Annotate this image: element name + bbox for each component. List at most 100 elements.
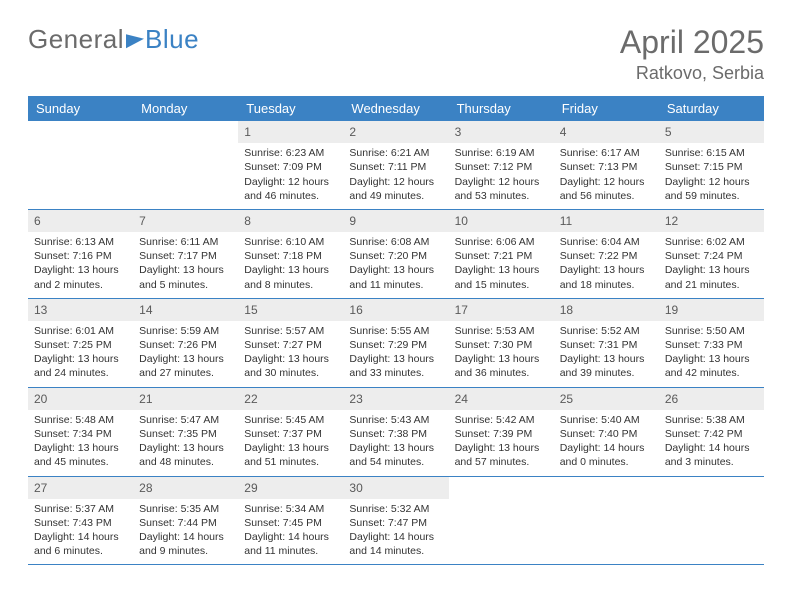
sunset-text: Sunset: 7:42 PM	[665, 427, 758, 441]
sunset-text: Sunset: 7:20 PM	[349, 249, 442, 263]
sunset-text: Sunset: 7:40 PM	[560, 427, 653, 441]
sunset-text: Sunset: 7:47 PM	[349, 516, 442, 530]
sunrise-text: Sunrise: 5:55 AM	[349, 324, 442, 338]
sunrise-text: Sunrise: 6:06 AM	[455, 235, 548, 249]
day-body: Sunrise: 6:21 AMSunset: 7:11 PMDaylight:…	[343, 143, 448, 209]
daylight-text: Daylight: 13 hours and 33 minutes.	[349, 352, 442, 380]
sunrise-text: Sunrise: 6:01 AM	[34, 324, 127, 338]
day-number: 17	[449, 299, 554, 321]
calendar-day: 8Sunrise: 6:10 AMSunset: 7:18 PMDaylight…	[238, 210, 343, 298]
sunset-text: Sunset: 7:31 PM	[560, 338, 653, 352]
daylight-text: Daylight: 13 hours and 24 minutes.	[34, 352, 127, 380]
day-number: 23	[343, 388, 448, 410]
day-body: Sunrise: 5:32 AMSunset: 7:47 PMDaylight:…	[343, 499, 448, 565]
sunrise-text: Sunrise: 6:08 AM	[349, 235, 442, 249]
day-number: 2	[343, 121, 448, 143]
day-number: 22	[238, 388, 343, 410]
day-body: Sunrise: 5:37 AMSunset: 7:43 PMDaylight:…	[28, 499, 133, 565]
calendar-day: 11Sunrise: 6:04 AMSunset: 7:22 PMDayligh…	[554, 210, 659, 298]
calendar-week: 20Sunrise: 5:48 AMSunset: 7:34 PMDayligh…	[28, 388, 764, 477]
sunrise-text: Sunrise: 5:45 AM	[244, 413, 337, 427]
sunset-text: Sunset: 7:29 PM	[349, 338, 442, 352]
weekday-header: Tuesday	[238, 96, 343, 121]
sunrise-text: Sunrise: 6:13 AM	[34, 235, 127, 249]
weekday-header: Thursday	[449, 96, 554, 121]
day-body: Sunrise: 5:55 AMSunset: 7:29 PMDaylight:…	[343, 321, 448, 387]
daylight-text: Daylight: 14 hours and 0 minutes.	[560, 441, 653, 469]
sunset-text: Sunset: 7:13 PM	[560, 160, 653, 174]
day-number: 4	[554, 121, 659, 143]
calendar-day: 10Sunrise: 6:06 AMSunset: 7:21 PMDayligh…	[449, 210, 554, 298]
day-body: Sunrise: 6:15 AMSunset: 7:15 PMDaylight:…	[659, 143, 764, 209]
day-number: 12	[659, 210, 764, 232]
calendar-day: 20Sunrise: 5:48 AMSunset: 7:34 PMDayligh…	[28, 388, 133, 476]
sunrise-text: Sunrise: 5:34 AM	[244, 502, 337, 516]
sunrise-text: Sunrise: 6:15 AM	[665, 146, 758, 160]
day-body: Sunrise: 6:23 AMSunset: 7:09 PMDaylight:…	[238, 143, 343, 209]
daylight-text: Daylight: 12 hours and 49 minutes.	[349, 175, 442, 203]
day-body: Sunrise: 5:40 AMSunset: 7:40 PMDaylight:…	[554, 410, 659, 476]
sunrise-text: Sunrise: 5:50 AM	[665, 324, 758, 338]
logo-text-left: General	[28, 24, 124, 55]
daylight-text: Daylight: 13 hours and 54 minutes.	[349, 441, 442, 469]
sunset-text: Sunset: 7:15 PM	[665, 160, 758, 174]
weekday-header: Wednesday	[343, 96, 448, 121]
sunrise-text: Sunrise: 5:38 AM	[665, 413, 758, 427]
daylight-text: Daylight: 13 hours and 30 minutes.	[244, 352, 337, 380]
calendar-day: 9Sunrise: 6:08 AMSunset: 7:20 PMDaylight…	[343, 210, 448, 298]
sunset-text: Sunset: 7:38 PM	[349, 427, 442, 441]
sunset-text: Sunset: 7:24 PM	[665, 249, 758, 263]
sunrise-text: Sunrise: 5:48 AM	[34, 413, 127, 427]
day-body: Sunrise: 5:59 AMSunset: 7:26 PMDaylight:…	[133, 321, 238, 387]
day-number: 10	[449, 210, 554, 232]
calendar-day: 21Sunrise: 5:47 AMSunset: 7:35 PMDayligh…	[133, 388, 238, 476]
calendar-day: 23Sunrise: 5:43 AMSunset: 7:38 PMDayligh…	[343, 388, 448, 476]
daylight-text: Daylight: 14 hours and 14 minutes.	[349, 530, 442, 558]
day-body: Sunrise: 6:11 AMSunset: 7:17 PMDaylight:…	[133, 232, 238, 298]
calendar-day: 1Sunrise: 6:23 AMSunset: 7:09 PMDaylight…	[238, 121, 343, 209]
sunset-text: Sunset: 7:43 PM	[34, 516, 127, 530]
sunset-text: Sunset: 7:30 PM	[455, 338, 548, 352]
daylight-text: Daylight: 14 hours and 3 minutes.	[665, 441, 758, 469]
sunset-text: Sunset: 7:09 PM	[244, 160, 337, 174]
calendar-week: 13Sunrise: 6:01 AMSunset: 7:25 PMDayligh…	[28, 299, 764, 388]
calendar-day: 12Sunrise: 6:02 AMSunset: 7:24 PMDayligh…	[659, 210, 764, 298]
daylight-text: Daylight: 13 hours and 45 minutes.	[34, 441, 127, 469]
calendar-week: 6Sunrise: 6:13 AMSunset: 7:16 PMDaylight…	[28, 210, 764, 299]
calendar-day: 25Sunrise: 5:40 AMSunset: 7:40 PMDayligh…	[554, 388, 659, 476]
daylight-text: Daylight: 12 hours and 53 minutes.	[455, 175, 548, 203]
day-body: Sunrise: 5:50 AMSunset: 7:33 PMDaylight:…	[659, 321, 764, 387]
calendar-day: 26Sunrise: 5:38 AMSunset: 7:42 PMDayligh…	[659, 388, 764, 476]
calendar-week: 27Sunrise: 5:37 AMSunset: 7:43 PMDayligh…	[28, 477, 764, 566]
sunset-text: Sunset: 7:27 PM	[244, 338, 337, 352]
sunrise-text: Sunrise: 6:02 AM	[665, 235, 758, 249]
sunrise-text: Sunrise: 5:47 AM	[139, 413, 232, 427]
sunrise-text: Sunrise: 5:37 AM	[34, 502, 127, 516]
daylight-text: Daylight: 13 hours and 39 minutes.	[560, 352, 653, 380]
sunrise-text: Sunrise: 5:32 AM	[349, 502, 442, 516]
brand-logo: General Blue	[28, 24, 199, 55]
day-body: Sunrise: 5:43 AMSunset: 7:38 PMDaylight:…	[343, 410, 448, 476]
day-body: Sunrise: 6:02 AMSunset: 7:24 PMDaylight:…	[659, 232, 764, 298]
sunset-text: Sunset: 7:12 PM	[455, 160, 548, 174]
sunrise-text: Sunrise: 5:42 AM	[455, 413, 548, 427]
day-body: Sunrise: 5:42 AMSunset: 7:39 PMDaylight:…	[449, 410, 554, 476]
calendar-day: 3Sunrise: 6:19 AMSunset: 7:12 PMDaylight…	[449, 121, 554, 209]
calendar-day: .	[659, 477, 764, 565]
day-number: 25	[554, 388, 659, 410]
day-body: Sunrise: 6:08 AMSunset: 7:20 PMDaylight:…	[343, 232, 448, 298]
calendar-page: General Blue April 2025 Ratkovo, Serbia …	[0, 0, 792, 581]
day-body: Sunrise: 5:35 AMSunset: 7:44 PMDaylight:…	[133, 499, 238, 565]
day-body: Sunrise: 6:13 AMSunset: 7:16 PMDaylight:…	[28, 232, 133, 298]
day-body: Sunrise: 6:10 AMSunset: 7:18 PMDaylight:…	[238, 232, 343, 298]
logo-text-right: Blue	[145, 24, 199, 55]
page-header: General Blue April 2025 Ratkovo, Serbia	[28, 24, 764, 84]
sunrise-text: Sunrise: 5:43 AM	[349, 413, 442, 427]
day-number: 13	[28, 299, 133, 321]
calendar-day: 30Sunrise: 5:32 AMSunset: 7:47 PMDayligh…	[343, 477, 448, 565]
sunrise-text: Sunrise: 6:11 AM	[139, 235, 232, 249]
day-number: 8	[238, 210, 343, 232]
month-title: April 2025	[620, 24, 764, 61]
daylight-text: Daylight: 13 hours and 57 minutes.	[455, 441, 548, 469]
sunset-text: Sunset: 7:21 PM	[455, 249, 548, 263]
